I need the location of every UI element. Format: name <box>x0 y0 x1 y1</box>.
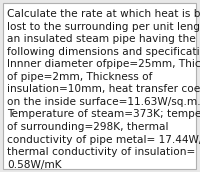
FancyBboxPatch shape <box>3 3 196 169</box>
Text: Calculate the rate at which heat is being
lost to the surrounding per unit lengt: Calculate the rate at which heat is bein… <box>7 9 200 170</box>
